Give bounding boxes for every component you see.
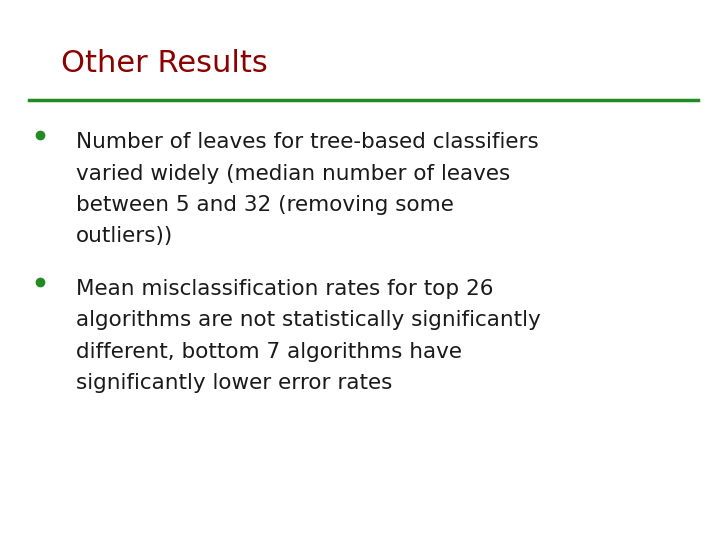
Text: algorithms are not statistically significantly: algorithms are not statistically signifi… bbox=[76, 310, 540, 330]
Text: Mean misclassification rates for top 26: Mean misclassification rates for top 26 bbox=[76, 279, 493, 299]
Text: different, bottom 7 algorithms have: different, bottom 7 algorithms have bbox=[76, 342, 462, 362]
Text: outliers)): outliers)) bbox=[76, 226, 173, 246]
Text: varied widely (median number of leaves: varied widely (median number of leaves bbox=[76, 164, 510, 184]
Text: Other Results: Other Results bbox=[61, 49, 268, 78]
Text: Number of leaves for tree-based classifiers: Number of leaves for tree-based classifi… bbox=[76, 132, 539, 152]
Text: significantly lower error rates: significantly lower error rates bbox=[76, 373, 392, 393]
Text: between 5 and 32 (removing some: between 5 and 32 (removing some bbox=[76, 195, 454, 215]
